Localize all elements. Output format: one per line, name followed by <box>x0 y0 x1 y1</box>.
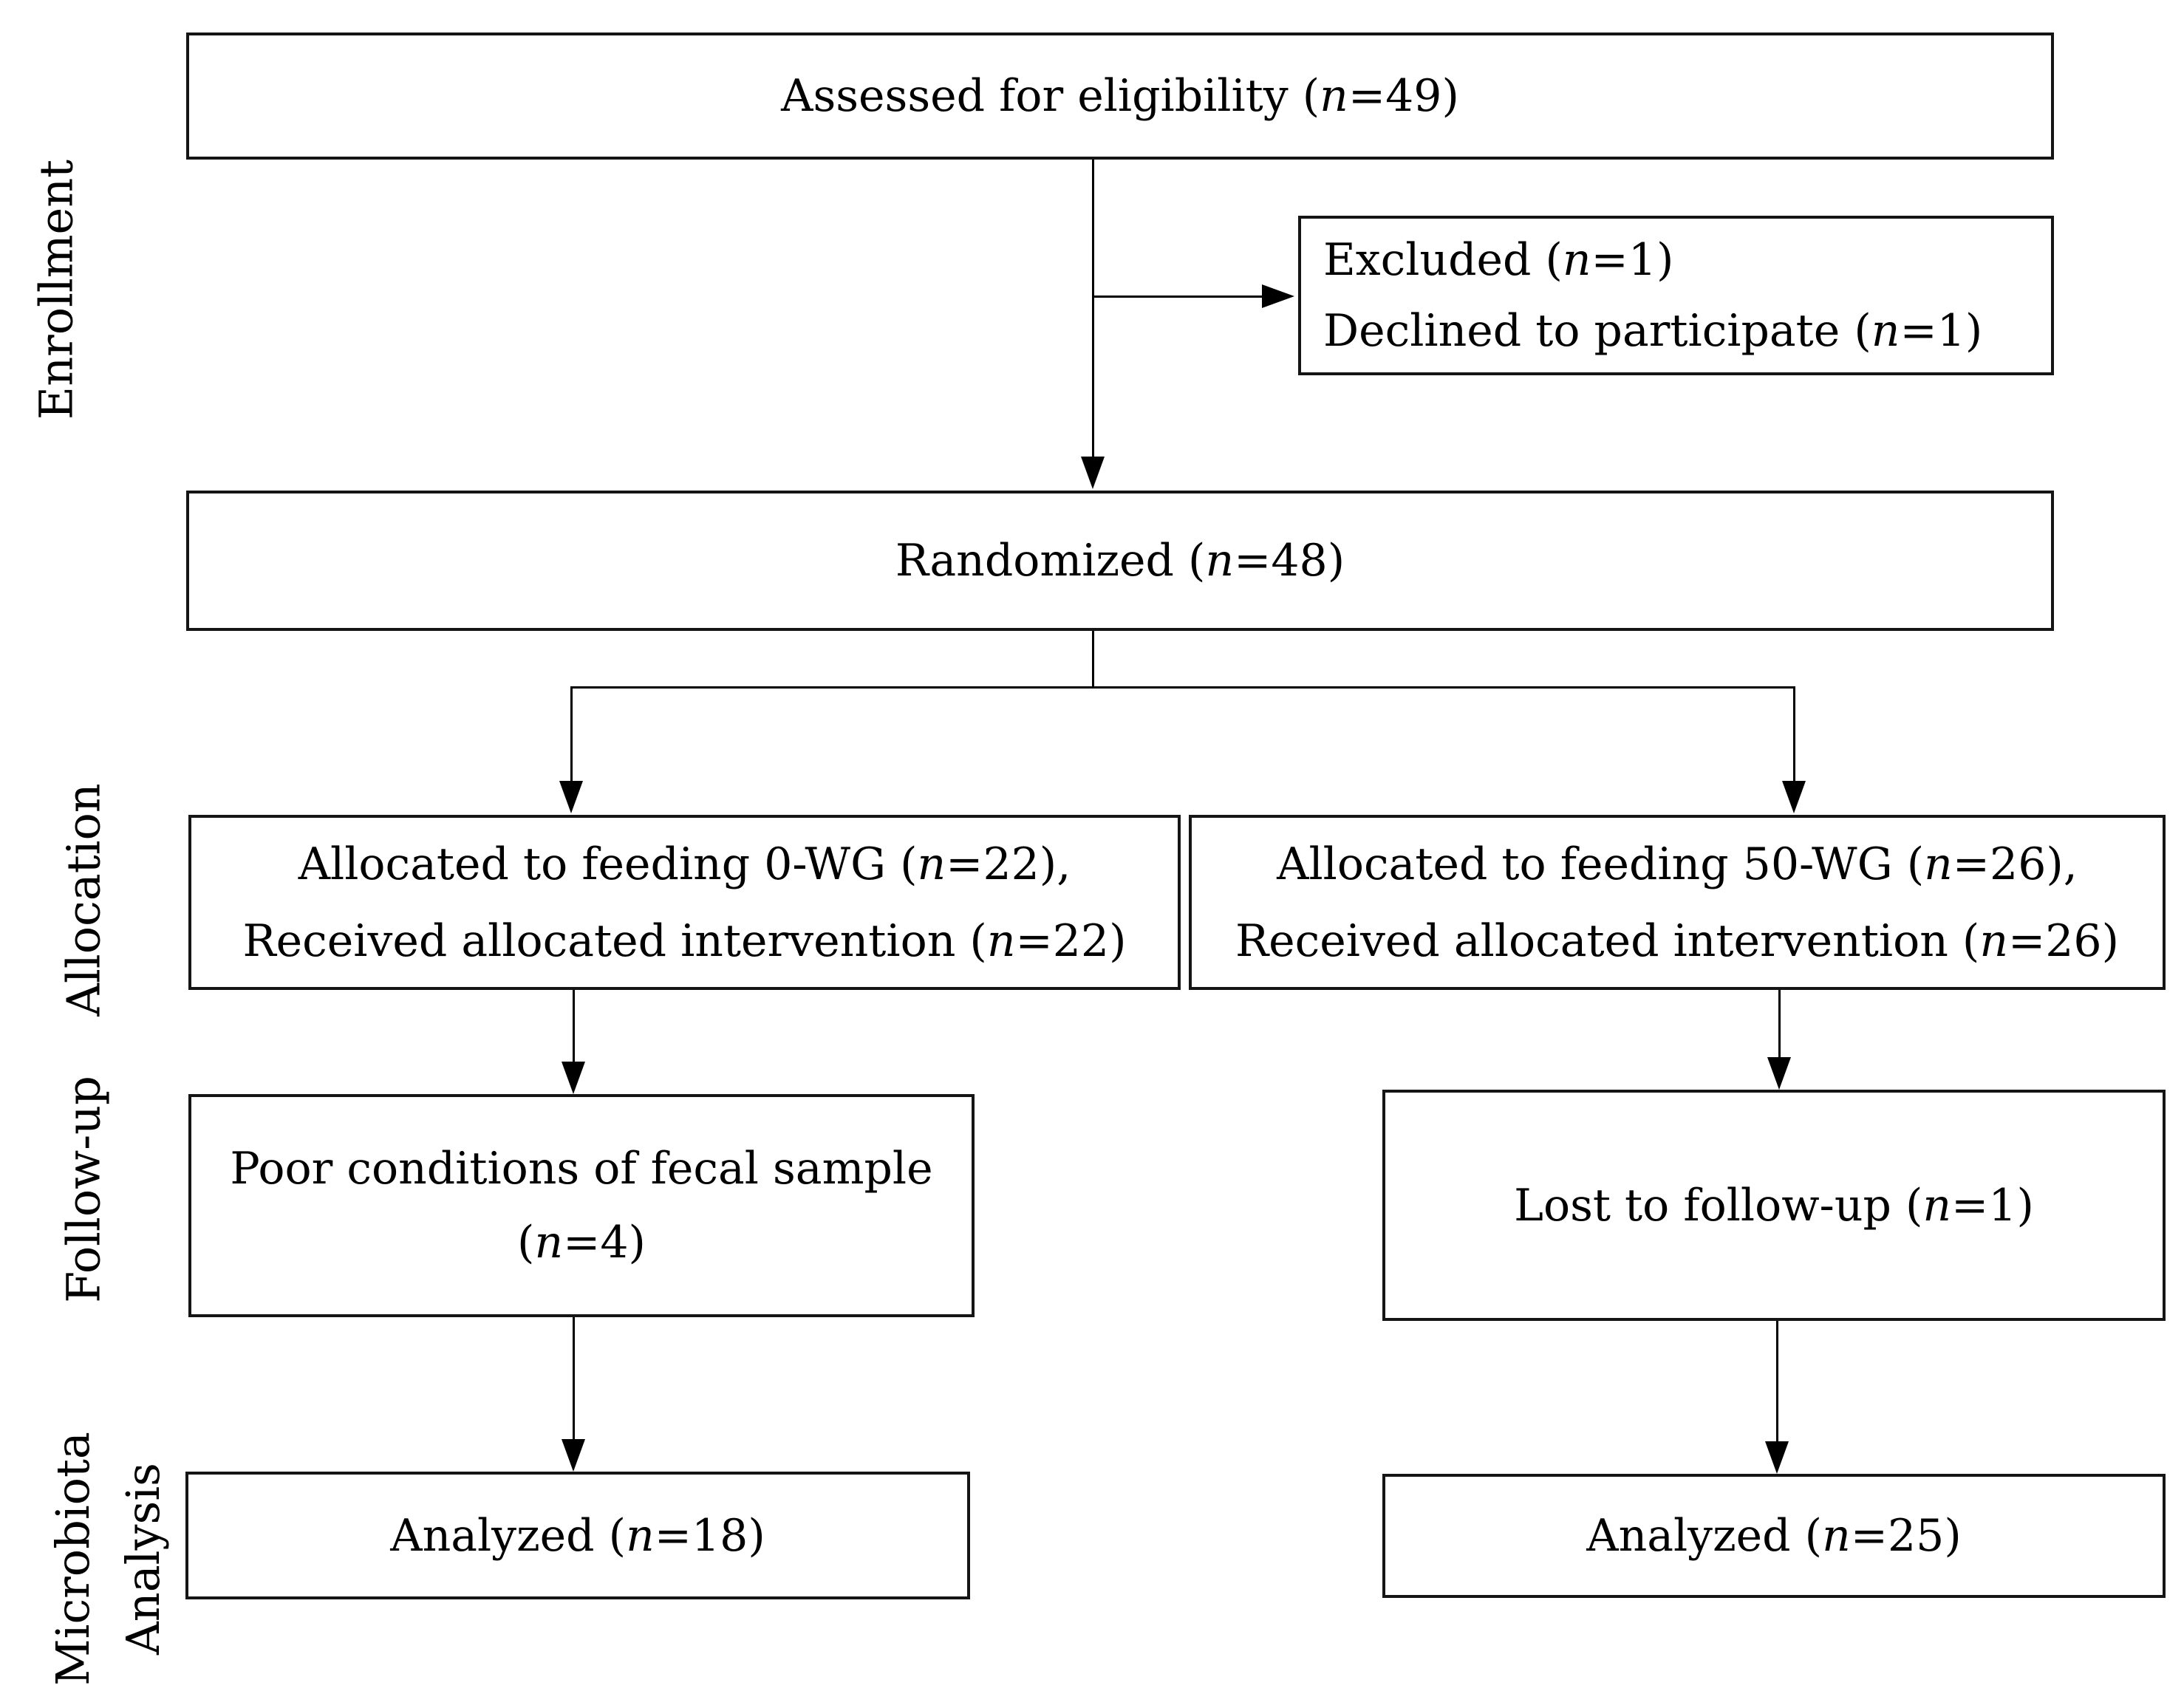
n-variable: n <box>534 1217 564 1268</box>
arrowhead-into-followup-right <box>1767 1057 1791 1090</box>
n-variable: n <box>1562 234 1591 286</box>
arrowhead-into-followup-left <box>562 1062 585 1094</box>
text-post: =1) <box>1591 234 1674 286</box>
connector-alloc-right-to-followup <box>1778 988 1781 1058</box>
n-variable: n <box>1871 305 1900 357</box>
text-pre: Allocated to feeding 50-WG ( <box>1277 838 1925 890</box>
box-text-line: Allocated to feeding 50-WG (n=26), <box>1192 826 2163 903</box>
n-variable: n <box>1924 838 1953 890</box>
text-pre: Analyzed ( <box>1586 1510 1823 1562</box>
n-variable: n <box>917 838 946 890</box>
box-assessed-for-eligibility: Assessed for eligibility (n=49) <box>186 33 2054 160</box>
connector-followup-right-to-analyzed <box>1776 1319 1778 1442</box>
arrowhead-into-analyzed-left <box>562 1439 585 1472</box>
box-randomized: Randomized (n=48) <box>186 491 2054 631</box>
text-post: =18) <box>654 1509 765 1562</box>
text-post: =22), <box>946 838 1071 890</box>
text-post: =49) <box>1348 70 1459 122</box>
connector-drop-left <box>570 686 573 784</box>
stage-label-line: Microbiota <box>46 1432 100 1686</box>
box-text-line: Assessed for eligibility (n=49) <box>189 59 2051 133</box>
connector-randomized-stem <box>1092 629 1094 689</box>
text-pre: Assessed for eligibility ( <box>781 70 1320 122</box>
n-variable: n <box>1979 915 2008 967</box>
text-pre: Excluded ( <box>1323 234 1563 286</box>
stage-label-enrollment: Enrollment <box>21 160 92 420</box>
n-variable: n <box>1205 535 1235 587</box>
n-variable: n <box>1822 1510 1851 1562</box>
text-post: =4) <box>563 1217 646 1268</box>
text-post: =26) <box>2007 915 2120 967</box>
stage-label-line: Allocation <box>56 783 111 1017</box>
box-analyzed-right: Analyzed (n=25) <box>1382 1474 2166 1598</box>
box-text-line: Received allocated intervention (n=26) <box>1192 903 2163 980</box>
box-text-line: Declined to participate (n=1) <box>1323 296 2051 366</box>
n-variable: n <box>626 1509 655 1562</box>
text-pre: Allocated to feeding 0-WG ( <box>298 838 918 890</box>
box-allocated-50-wg: Allocated to feeding 50-WG (n=26), Recei… <box>1189 815 2166 990</box>
connector-assessed-to-randomized <box>1092 158 1094 458</box>
box-text-line: Received allocated intervention (n=22) <box>191 903 1178 980</box>
box-text-line: Analyzed (n=18) <box>188 1499 967 1573</box>
text-pre: ( <box>517 1217 535 1268</box>
connector-branch-excluded <box>1092 296 1265 298</box>
text-pre: Declined to participate ( <box>1323 305 1871 357</box>
text-post: =26), <box>1952 838 2078 890</box>
box-poor-fecal-sample: Poor conditions of fecal sample (n=4) <box>188 1094 975 1317</box>
text-post: =22) <box>1015 915 1127 967</box>
box-text-line: Analyzed (n=25) <box>1385 1499 2163 1573</box>
box-excluded: Excluded (n=1) Declined to participate (… <box>1298 216 2054 375</box>
box-analyzed-left: Analyzed (n=18) <box>185 1472 970 1599</box>
text-pre: Poor conditions of fecal sample <box>230 1143 933 1195</box>
arrowhead-into-alloc-left <box>559 781 583 813</box>
box-text-line: Randomized (n=48) <box>189 524 2051 598</box>
connector-followup-left-to-analyzed <box>573 1316 575 1440</box>
connector-drop-right <box>1793 686 1795 784</box>
stage-label-line: Follow-up <box>56 1076 111 1303</box>
box-text-line: (n=4) <box>191 1206 972 1280</box>
arrowhead-into-randomized <box>1081 457 1105 489</box>
text-pre: Received allocated intervention ( <box>242 915 987 967</box>
text-pre: Randomized ( <box>895 535 1206 587</box>
box-text-line: Poor conditions of fecal sample <box>191 1132 972 1206</box>
stage-label-follow-up: Follow-up <box>49 1076 119 1303</box>
text-post: =25) <box>1850 1510 1962 1562</box>
box-text-line: Allocated to feeding 0-WG (n=22), <box>191 826 1178 903</box>
stage-label-line: Enrollment <box>29 159 83 420</box>
n-variable: n <box>1320 70 1348 122</box>
connector-split-bar <box>571 686 1795 689</box>
n-variable: n <box>1922 1179 1952 1232</box>
text-pre: Analyzed ( <box>390 1509 627 1562</box>
stage-label-line: Analysis <box>116 1463 170 1656</box>
arrowhead-into-excluded <box>1262 284 1294 308</box>
text-pre: Lost to follow-up ( <box>1514 1179 1923 1232</box>
text-post: =48) <box>1234 535 1345 587</box>
box-text-line: Excluded (n=1) <box>1323 225 2051 296</box>
stage-label-allocation: Allocation <box>49 783 119 1016</box>
arrowhead-into-analyzed-right <box>1765 1441 1789 1474</box>
text-pre: Received allocated intervention ( <box>1235 915 1980 967</box>
box-allocated-0-wg: Allocated to feeding 0-WG (n=22), Receiv… <box>188 815 1181 990</box>
stage-label-microbiota-analysis: Microbiota Analysis <box>38 1432 178 1686</box>
arrowhead-into-alloc-right <box>1782 781 1806 813</box>
connector-alloc-left-to-followup <box>573 988 575 1062</box>
text-post: =1) <box>1900 305 1983 357</box>
box-lost-to-follow-up: Lost to follow-up (n=1) <box>1382 1090 2166 1321</box>
text-post: =1) <box>1951 1179 2034 1232</box>
box-text-line: Lost to follow-up (n=1) <box>1385 1169 2163 1243</box>
n-variable: n <box>986 915 1016 967</box>
